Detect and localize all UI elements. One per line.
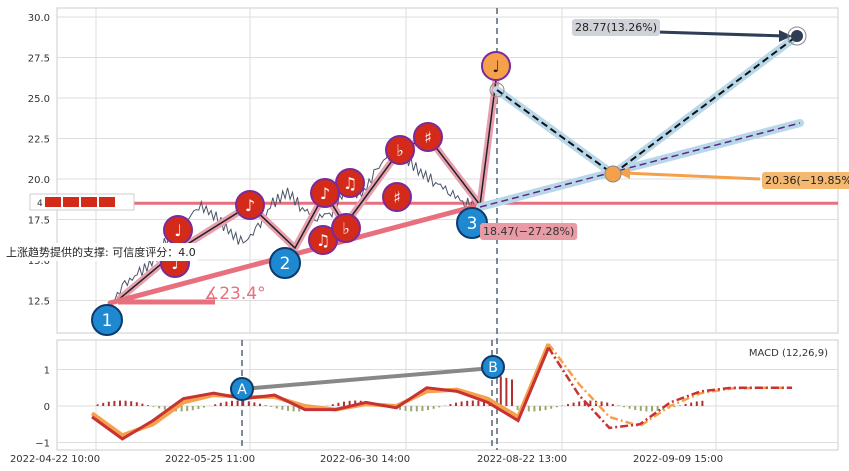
y-tick-label: 15.0 [28, 256, 50, 267]
point-marker-2 [269, 247, 301, 279]
y-tick-label: 25.0 [28, 94, 50, 105]
point-marker-A [230, 377, 254, 401]
projection-line [496, 89, 614, 175]
macd-y-tick-label: 1 [44, 366, 50, 377]
high-target-label: 28.77(13.26%) [575, 21, 657, 34]
low-target-arrow [624, 171, 761, 181]
y-tick-label: 12.5 [28, 297, 50, 308]
note-signal-icon [310, 178, 340, 208]
x-tick-label: 2022-04-22 10:00 [10, 454, 100, 465]
chart-marks: ∡23.4° 1 2 3 A B ♩ ♩ ♪ ♫ ♫ ♪ ♭ ♭ ♯ ♯ ♩ 28.77(13.26%) 20.36… [3, 8, 849, 450]
support-tooltip: 上涨趋势提供的支撑: 可信度评分：4.0 [6, 245, 196, 259]
y-tick-label: 30.0 [28, 13, 50, 24]
high-target-label-bg [572, 19, 661, 36]
note-glyph: ♭ [396, 141, 404, 160]
macd-line [91, 347, 550, 441]
point-marker-label: 2 [280, 254, 291, 274]
low-point-label-bg [480, 223, 578, 240]
legend-swatch [99, 197, 115, 207]
note-signal-icon [382, 182, 412, 212]
point-marker-label: A [237, 382, 247, 398]
y-tick-label: 17.5 [28, 216, 50, 227]
low-target-label: 20.36(−19.85%) [765, 174, 849, 187]
angle-label: ∡23.4° [204, 284, 266, 304]
legend-swatch [63, 197, 79, 207]
point-marker-1 [91, 304, 123, 336]
note-glyph: ♫ [316, 231, 330, 250]
macd-y-tick-label: 0 [44, 402, 50, 413]
high-target-point [791, 30, 803, 42]
note-signal-icon [413, 122, 443, 152]
x-tick-label: 2022-05-25 11:00 [165, 454, 255, 465]
y-tick-label: 22.5 [28, 135, 50, 146]
note-glyph: ♪ [245, 196, 255, 215]
point-marker-label: 3 [467, 214, 478, 234]
note-glyph: ♩ [171, 254, 179, 273]
note-glyph: ♩ [174, 221, 182, 240]
point-marker-label: 1 [102, 311, 113, 331]
note-glyph: ♪ [320, 184, 330, 203]
price-panel [56, 7, 839, 334]
note-glyph: ♭ [342, 219, 350, 238]
note-glyph: ♯ [424, 128, 432, 147]
low-point-label: 18.47(−27.28%) [483, 225, 574, 238]
legend-prefix: 4 [37, 199, 43, 209]
projection-line [612, 35, 798, 175]
support-tooltip-bg [3, 243, 199, 261]
note-signal-icon [481, 51, 511, 81]
low-target-point [604, 165, 622, 183]
macd-title: MACD (12,26,9) [749, 348, 828, 359]
macd-panel [56, 339, 839, 451]
peak-ring [489, 82, 505, 98]
note-glyph: ♫ [343, 174, 357, 193]
signal-line [90, 343, 551, 438]
note-glyph: ♩ [492, 57, 500, 76]
zigzag-line [117, 79, 497, 301]
x-tick-label: 2022-08-22 13:00 [477, 454, 567, 465]
legend-swatch [45, 197, 61, 207]
point-marker-B [481, 355, 505, 379]
note-signal-icon [331, 213, 361, 243]
arrow-head [779, 30, 792, 42]
y-tick-label: 20.0 [28, 175, 50, 186]
macd-y-tick-label: −1 [35, 439, 50, 450]
high-target-arrow [656, 30, 786, 38]
macd-projection [547, 346, 792, 430]
point-marker-label: B [488, 360, 498, 376]
target-ring [787, 26, 807, 46]
trend-projection [479, 122, 801, 208]
note-glyph: ♯ [393, 188, 401, 207]
note-signal-icon [385, 135, 415, 165]
x-tick-label: 2022-09-09 15:00 [633, 454, 723, 465]
note-signal-icon [235, 190, 265, 220]
x-tick-label: 2022-06-30 14:00 [320, 454, 410, 465]
grid: 30.0 27.5 25.0 22.5 20.0 17.5 15.0 12.5 1 0 −1 2022… [10, 7, 839, 465]
y-tick-label: 27.5 [28, 54, 50, 65]
arrow-head [618, 167, 630, 179]
low-target-label-bg [762, 172, 849, 189]
legend-swatch [81, 197, 97, 207]
divergence-line [241, 366, 494, 391]
